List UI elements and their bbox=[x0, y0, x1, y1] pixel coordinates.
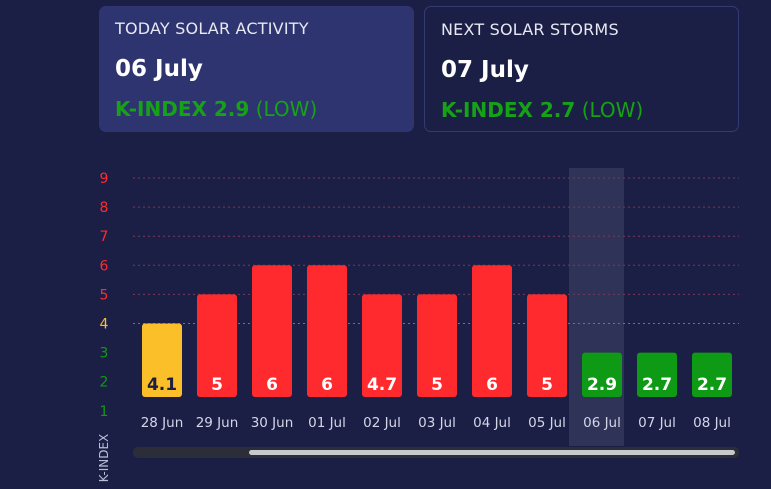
bar bbox=[417, 294, 457, 397]
next-kindex-level: (LOW) bbox=[581, 98, 644, 122]
y-tick-label: 5 bbox=[100, 287, 109, 303]
scrollbar-thumb[interactable] bbox=[249, 450, 735, 455]
next-storms-card: NEXT SOLAR STORMS 07 July K-INDEX 2.7 (L… bbox=[424, 6, 739, 132]
today-date: 06 July bbox=[115, 56, 203, 82]
y-tick-label: 9 bbox=[100, 171, 109, 187]
bar-value-label: 5 bbox=[541, 375, 553, 395]
bar bbox=[142, 323, 182, 397]
chart-scrollbar[interactable] bbox=[133, 447, 739, 458]
bar-value-label: 6 bbox=[266, 375, 278, 395]
x-tick-label: 03 Jul bbox=[418, 415, 456, 431]
x-tick-label: 06 Jul bbox=[583, 415, 621, 431]
next-card-title: NEXT SOLAR STORMS bbox=[441, 20, 619, 39]
bar bbox=[582, 352, 622, 397]
x-tick-label: 30 Jun bbox=[251, 415, 294, 431]
bar-value-label: 2.7 bbox=[697, 375, 727, 395]
y-tick-label: 4 bbox=[100, 317, 109, 333]
bar-value-label: 4.7 bbox=[367, 375, 397, 395]
today-kindex: K-INDEX 2.9 (LOW) bbox=[115, 97, 398, 121]
x-tick-label: 07 Jul bbox=[638, 415, 676, 431]
today-activity-card: TODAY SOLAR ACTIVITY 06 July K-INDEX 2.9… bbox=[99, 6, 414, 132]
y-axis-label: K-INDEX bbox=[97, 433, 111, 483]
bar bbox=[527, 294, 567, 397]
highlight-column bbox=[569, 168, 624, 446]
x-tick-label: 02 Jul bbox=[363, 415, 401, 431]
next-kindex: K-INDEX 2.7 (LOW) bbox=[441, 98, 722, 122]
bar-value-label: 5 bbox=[211, 375, 223, 395]
x-tick-label: 04 Jul bbox=[473, 415, 511, 431]
y-tick-label: 3 bbox=[100, 346, 109, 362]
y-tick-label: 7 bbox=[100, 229, 109, 245]
bar-value-label: 6 bbox=[486, 375, 498, 395]
bar bbox=[197, 294, 237, 397]
bar-value-label: 6 bbox=[321, 375, 333, 395]
bar bbox=[252, 265, 292, 397]
next-date: 07 July bbox=[441, 57, 529, 83]
today-kindex-level: (LOW) bbox=[255, 97, 318, 121]
y-tick-label: 1 bbox=[100, 404, 109, 420]
today-card-title: TODAY SOLAR ACTIVITY bbox=[115, 19, 309, 38]
x-tick-label: 28 Jun bbox=[141, 415, 184, 431]
bar-value-label: 2.9 bbox=[587, 375, 617, 395]
x-tick-label: 05 Jul bbox=[528, 415, 566, 431]
x-tick-label: 08 Jul bbox=[693, 415, 731, 431]
next-kindex-value: K-INDEX 2.7 bbox=[441, 98, 576, 122]
today-kindex-value: K-INDEX 2.9 bbox=[115, 97, 250, 121]
bar-value-label: 2.7 bbox=[642, 375, 672, 395]
bar bbox=[362, 294, 402, 397]
bar bbox=[307, 265, 347, 397]
bar-value-label: 4.1 bbox=[147, 375, 177, 395]
y-tick-label: 6 bbox=[100, 258, 109, 274]
x-tick-label: 01 Jul bbox=[308, 415, 346, 431]
bar bbox=[472, 265, 512, 397]
x-tick-label: 29 Jun bbox=[196, 415, 239, 431]
bar bbox=[692, 352, 732, 397]
bar-value-label: 5 bbox=[431, 375, 443, 395]
bar bbox=[637, 352, 677, 397]
y-tick-label: 2 bbox=[100, 375, 109, 391]
y-tick-label: 8 bbox=[100, 200, 109, 216]
